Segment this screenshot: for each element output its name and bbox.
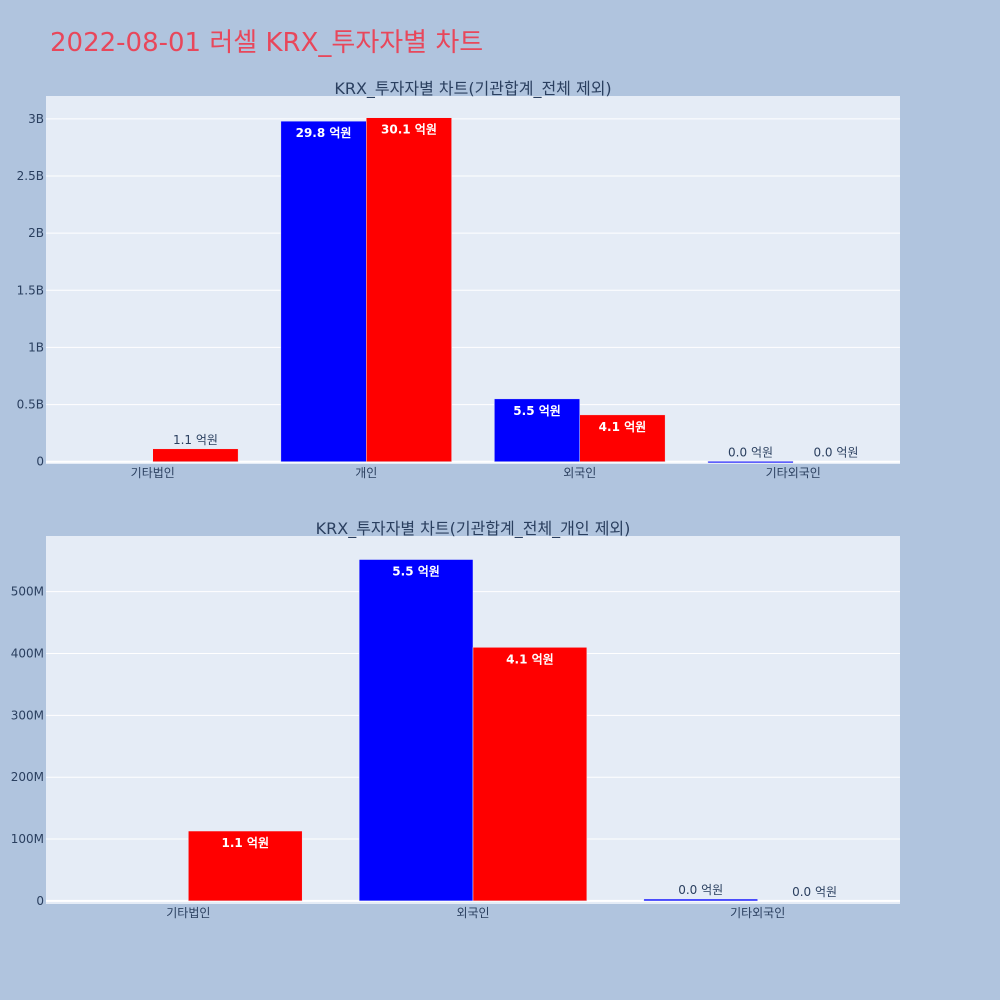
bar xyxy=(358,559,474,902)
data-label: 1.1 억원 xyxy=(222,836,270,850)
x-tick-label: 외국인 xyxy=(456,906,489,920)
bar xyxy=(707,461,794,464)
data-label: 0.0 억원 xyxy=(678,883,723,897)
plot-area xyxy=(46,96,900,464)
y-tick-label: 400M xyxy=(11,647,44,661)
chart-title: KRX_투자자별 차트(기관합계_전체 제외) xyxy=(334,79,611,99)
bar xyxy=(494,398,581,462)
data-label: 5.5 억원 xyxy=(392,565,440,579)
y-tick-label: 3B xyxy=(28,112,44,126)
data-label: 0.0 억원 xyxy=(813,446,858,460)
chart-2: KRX_투자자별 차트(기관합계_전체_개인 제외) 0 100M 200M 300M 4… xyxy=(11,519,900,920)
y-tick-label: 0.5B xyxy=(17,398,44,412)
bar xyxy=(643,898,758,902)
data-label: 0.0 억원 xyxy=(792,885,837,899)
y-tick-label: 1.5B xyxy=(17,283,44,297)
data-label: 0.0 억원 xyxy=(728,445,773,459)
y-tick-label: 500M xyxy=(11,585,44,599)
bar xyxy=(280,120,367,462)
page-title: 2022-08-01 러셀 KRX_투자자별 차트 xyxy=(50,28,484,58)
data-label: 1.1 억원 xyxy=(173,433,218,447)
x-tick-label: 기타법인 xyxy=(131,466,175,480)
y-tick-label: 0 xyxy=(36,455,44,469)
chart-title: KRX_투자자별 차트(기관합계_전체_개인 제외) xyxy=(316,519,631,539)
x-tick-label: 기타외국인 xyxy=(730,906,785,920)
data-label: 30.1 억원 xyxy=(381,123,437,137)
y-tick-label: 100M xyxy=(11,832,44,846)
x-tick-label: 개인 xyxy=(355,466,377,480)
bar xyxy=(472,647,588,902)
bar xyxy=(366,117,452,462)
data-label: 4.1 억원 xyxy=(599,420,647,434)
bar xyxy=(188,830,303,902)
bar xyxy=(152,448,239,462)
y-tick-label: 0 xyxy=(36,894,44,908)
x-tick-label: 기타외국인 xyxy=(766,466,821,480)
y-tick-label: 2B xyxy=(28,226,44,240)
data-label: 29.8 억원 xyxy=(296,126,352,140)
y-tick-label: 300M xyxy=(11,708,44,722)
y-tick-label: 1B xyxy=(28,340,44,354)
bar xyxy=(579,414,666,462)
chart-1: KRX_투자자별 차트(기관합계_전체 제외) 0 0.5B 1B 1.5B 2B 2.5B… xyxy=(17,79,900,480)
data-label: 5.5 억원 xyxy=(513,404,561,418)
y-tick-label: 2.5B xyxy=(17,169,44,183)
x-tick-label: 외국인 xyxy=(563,466,596,480)
x-tick-label: 기타법인 xyxy=(166,906,210,920)
data-label: 4.1 억원 xyxy=(506,652,554,666)
y-tick-label: 200M xyxy=(11,770,44,784)
